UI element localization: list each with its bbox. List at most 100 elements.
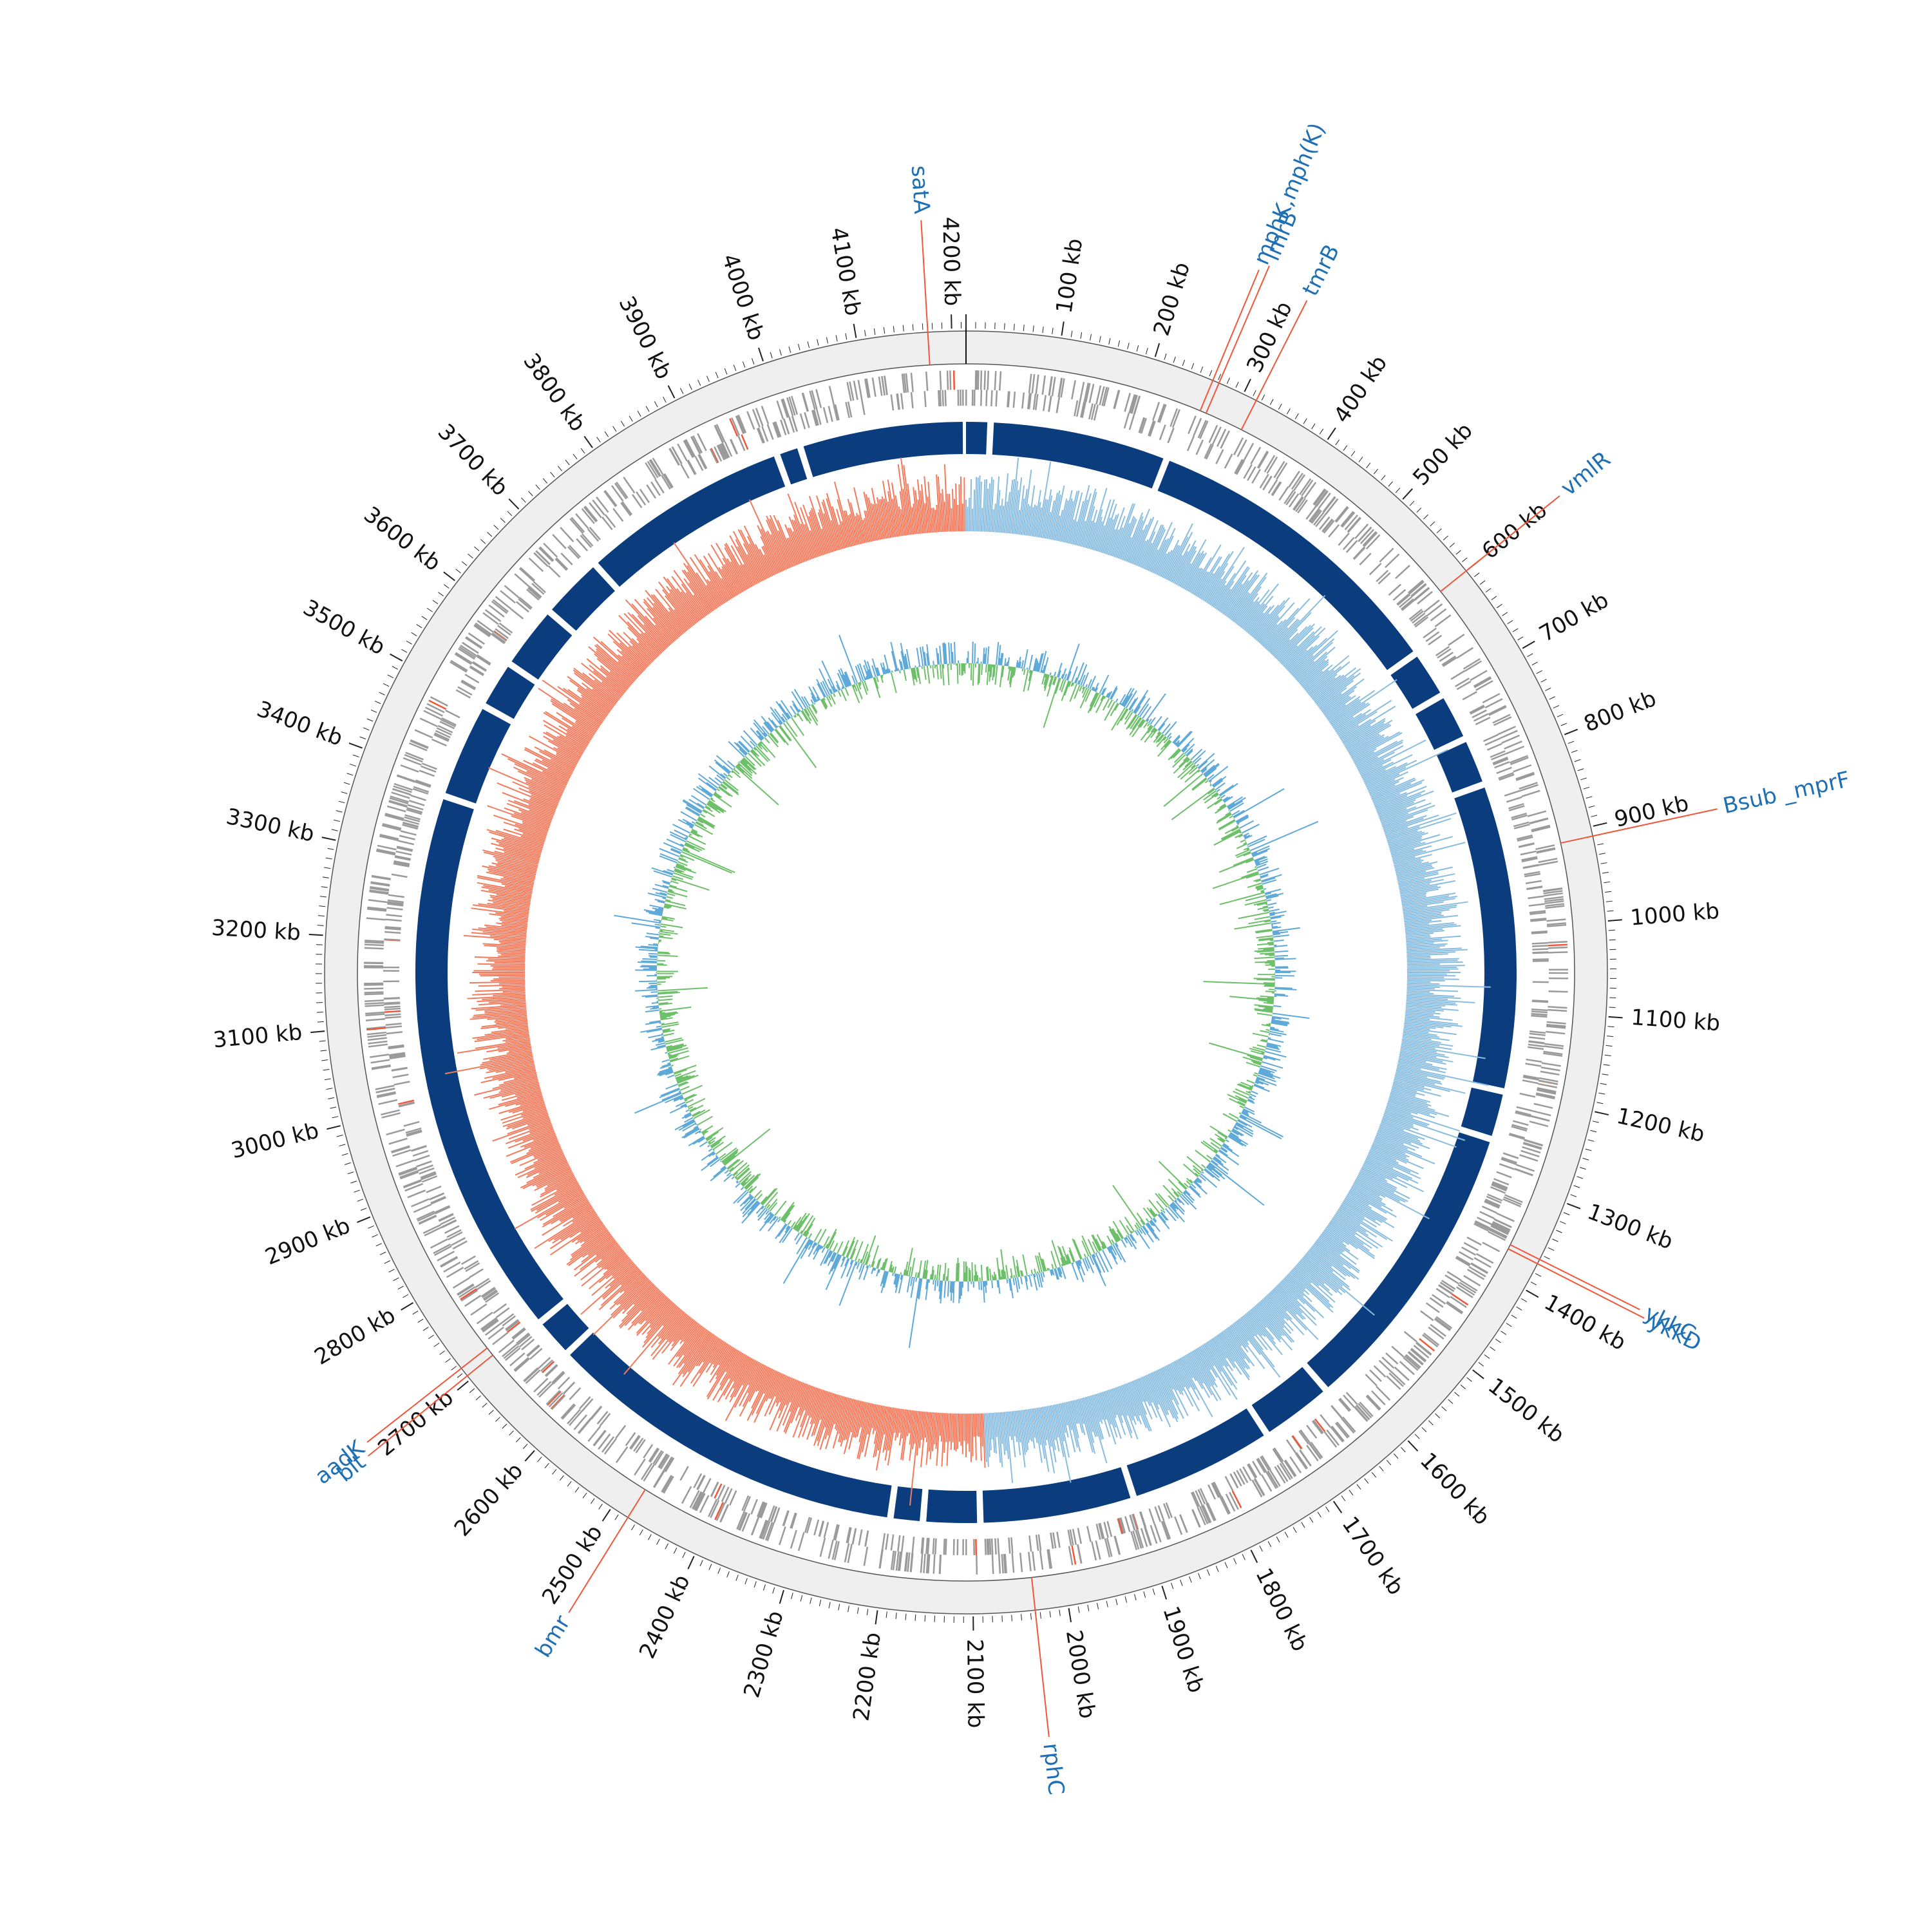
feature-mark [1399,1361,1415,1376]
feature-mark [663,1476,674,1494]
gc-content-bar [685,807,700,817]
feature-mark [621,501,633,516]
gc-content-bar [1250,1050,1265,1056]
gc-skew-bar [482,996,526,1001]
feature-mark [1273,1447,1284,1463]
gc-content-bar [652,907,664,911]
gc-skew-bar [574,672,616,705]
gc-skew-bar [1324,1228,1344,1244]
gc-content-bar [1016,660,1019,668]
gc-content-bar [1180,765,1197,780]
gc-content-bar [1177,731,1193,748]
gc-content-bar [1139,720,1146,728]
feature-mark [1323,520,1335,534]
gc-skew-bar [993,503,996,533]
gc-skew-bar [1362,1165,1408,1188]
gc-skew-bar [1148,549,1159,571]
feature-mark [1548,940,1567,944]
gc-content-bar [820,1245,824,1249]
feature-mark [384,925,401,929]
gc-skew-bar [680,591,703,620]
gc-content-bar [756,730,765,739]
gc-content-bar [676,1075,691,1082]
gc-skew-bar [1406,993,1455,998]
gc-skew-bar [724,544,750,589]
gc-content-bar [1160,1212,1168,1221]
gc-content-bar [1274,958,1296,960]
gc-skew-bar [1387,1102,1435,1119]
gc-content-bar [917,1278,922,1299]
gc-skew-bar [551,1200,589,1224]
gc-skew-bar [503,837,543,850]
gc-skew-bar [1220,1332,1246,1369]
gc-skew-bar [1235,1321,1261,1356]
gc-skew-bar [600,1269,641,1306]
gc-content-bar [1152,1218,1157,1224]
gc-content-bar [1249,1095,1253,1098]
feature-mark [395,850,412,856]
gc-skew-bar [1057,1403,1070,1458]
gc-skew-bar [1193,571,1209,596]
gc-skew-bar [1393,1080,1432,1091]
gc-skew-bar [1358,1172,1410,1199]
gc-skew-bar [1308,661,1350,696]
feature-mark [1162,1520,1171,1540]
gc-content-bar [690,831,700,837]
gc-skew-bar [482,931,527,936]
gc-skew-bar [793,514,811,560]
gc-content-bar [1142,706,1152,719]
gc-skew-bar [1368,1151,1419,1175]
gc-skew-bar [1399,1051,1454,1063]
gc-content-bar [1176,730,1192,747]
gc-skew-bar [1280,1282,1298,1300]
gc-content-bar [858,663,866,681]
feature-mark [1050,1532,1054,1549]
gc-skew-bar [1398,873,1455,886]
gc-content-bar [762,732,767,737]
gc-content-bar [674,870,694,878]
feature-mark [898,1551,903,1571]
feature-mark [1326,1429,1340,1446]
gc-skew-bar [1209,580,1227,606]
feature-mark [364,947,384,950]
gc-content-bar [900,650,906,670]
feature-mark [1521,790,1540,797]
gc-skew-bar [529,1121,551,1131]
gc-skew-bar [1381,1121,1405,1131]
gc-skew-bar [535,758,571,777]
gc-content-bar [682,800,702,813]
gc-content-bar [1009,667,1013,685]
gc-skew-bar [1056,1404,1065,1442]
gc-content-bar [1140,1227,1146,1235]
gc-skew-bar [1397,866,1453,880]
feature-mark [367,1037,387,1041]
gc-skew-bar [501,838,542,852]
feature-mark [1403,1331,1417,1343]
gc-skew-bar [1156,553,1168,575]
gc-skew-bar [1317,1238,1360,1272]
gc-content-bar [1108,1245,1117,1260]
gc-skew-bar [1157,551,1170,576]
gc-skew-bar [518,828,547,838]
gc-skew-bar [592,636,639,678]
feature-mark [412,1150,429,1157]
gc-skew-bar [1370,1147,1407,1164]
feature-mark [1206,1502,1215,1522]
gc-skew-bar [783,1382,804,1432]
gc-skew-bar [488,899,530,907]
feature-mark [1211,1482,1220,1499]
gc-content-bar [1087,1238,1095,1254]
feature-mark [406,1129,422,1136]
gc-content-bar [658,998,673,1001]
gc-content-bar [663,906,670,909]
gc-skew-bar [1403,906,1457,915]
gc-skew-bar [1271,612,1312,655]
gc-content-bar [1227,1094,1247,1104]
gc-skew-bar [1274,1287,1306,1320]
gc-content-bar [723,781,739,794]
gc-content-bar [1057,1245,1066,1266]
gc-content-bar [977,663,980,685]
gc-skew-bar [759,549,773,576]
gc-content-bar [1254,1072,1258,1075]
gc-skew-bar [1343,720,1386,746]
